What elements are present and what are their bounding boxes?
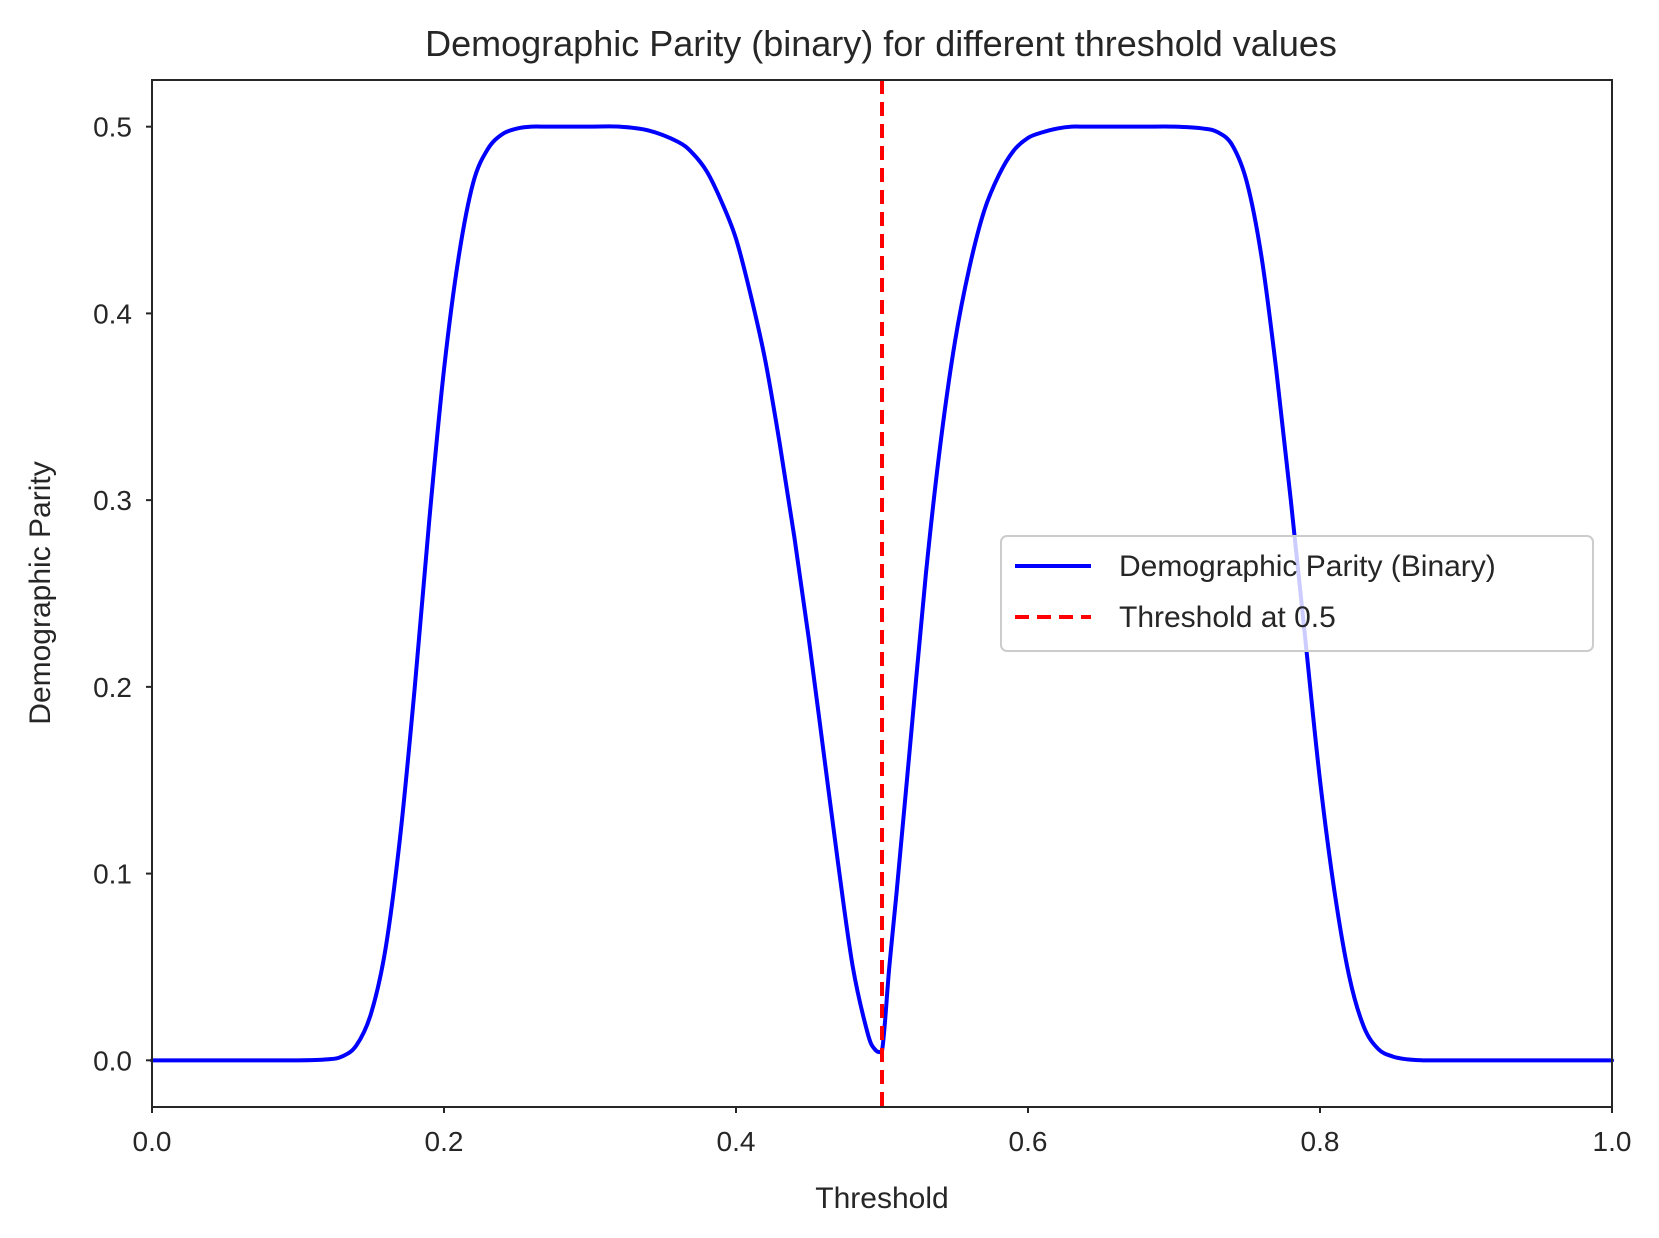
plot-frame — [151, 79, 1613, 1108]
y-tick-label: 0.3 — [93, 485, 132, 516]
y-axis-label: Demographic Parity — [24, 461, 57, 724]
legend-label-demographic-parity: Demographic Parity (Binary) — [1119, 550, 1496, 583]
y-axis-ticks: 0.0 0.1 0.2 0.3 0.4 0.5 — [93, 112, 152, 1076]
x-tick-label: 0.4 — [717, 1126, 756, 1157]
x-tick-label: 0.6 — [1009, 1126, 1048, 1157]
series-layer — [150, 80, 1614, 1107]
y-tick-label: 0.1 — [93, 859, 132, 890]
x-tick-label: 0.2 — [425, 1126, 464, 1157]
x-tick-label: 0.8 — [1301, 1126, 1340, 1157]
x-axis-ticks: 0.0 0.2 0.4 0.6 0.8 1.0 — [133, 1107, 1632, 1157]
y-tick-label: 0.0 — [93, 1045, 132, 1076]
legend-label-threshold: Threshold at 0.5 — [1119, 601, 1336, 634]
chart-title: Demographic Parity (binary) for differen… — [425, 23, 1337, 64]
y-tick-label: 0.2 — [93, 672, 132, 703]
legend-frame — [1000, 535, 1594, 652]
y-tick-label: 0.5 — [93, 112, 132, 143]
x-tick-label: 1.0 — [1593, 1126, 1632, 1157]
y-tick-label: 0.4 — [93, 298, 132, 329]
x-tick-label: 0.0 — [133, 1126, 172, 1157]
legend: Demographic Parity (Binary) Threshold at… — [1000, 535, 1594, 652]
x-axis-label: Threshold — [815, 1182, 948, 1215]
